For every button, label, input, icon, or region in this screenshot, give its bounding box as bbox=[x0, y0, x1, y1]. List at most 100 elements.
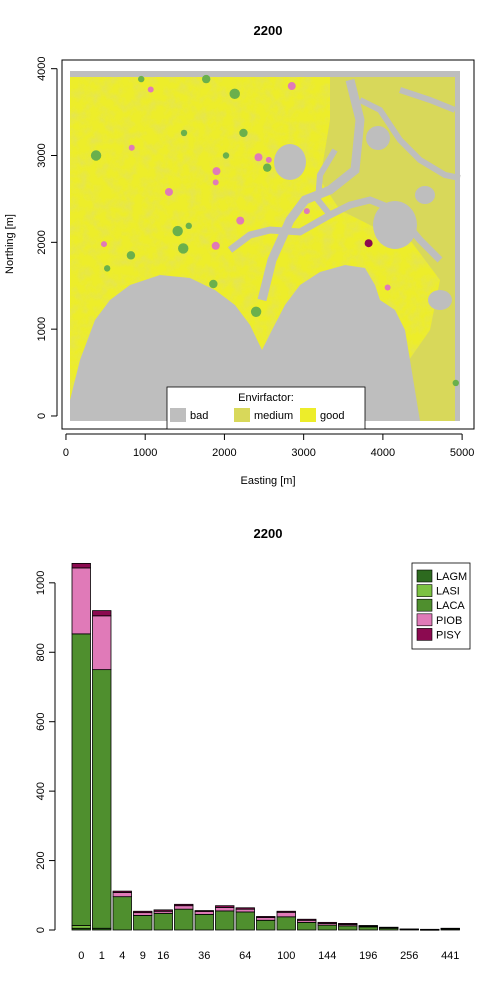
map-cluster-larix bbox=[250, 306, 262, 317]
map-legend: Envirfactor: bad medium good bbox=[166, 386, 366, 430]
map-bad-blob-5 bbox=[428, 290, 452, 310]
bar-segment-pisy bbox=[174, 903, 194, 907]
bar-legend-label: PIOB bbox=[436, 615, 462, 627]
bar-x-tick-label: 16 bbox=[157, 950, 169, 962]
map-cluster-larix bbox=[222, 152, 230, 159]
bar-legend-swatch bbox=[416, 598, 433, 612]
map-area bbox=[70, 71, 461, 421]
map-cluster-larix bbox=[209, 279, 218, 289]
map-x-axis: 0 1000 2000 3000 4000 5000 bbox=[63, 433, 474, 459]
map-cluster-piob bbox=[265, 156, 272, 163]
bar-y-tick-label: 0 bbox=[35, 927, 47, 933]
map-legend-swatch bbox=[300, 408, 316, 422]
bar-segment-piob bbox=[194, 911, 214, 915]
map-legend-swatch bbox=[170, 408, 186, 422]
bar-x-tick-label: 100 bbox=[277, 950, 295, 962]
bar-segment-laca bbox=[194, 913, 214, 931]
bar-x-tick-label: 1 bbox=[99, 950, 105, 962]
map-panel: 2200 bbox=[4, 23, 475, 487]
bar-segment-pisy bbox=[153, 909, 173, 912]
bar-x-tick-label: 441 bbox=[441, 950, 459, 962]
bar-segment-piob bbox=[276, 911, 296, 918]
bar-segment-laca bbox=[358, 926, 378, 931]
bar-segment-laca bbox=[112, 896, 132, 931]
map-legend-label: good bbox=[320, 410, 344, 422]
map-cluster-larix bbox=[90, 150, 102, 161]
map-y-axis: 0 1000 2000 3000 4000 bbox=[36, 56, 58, 419]
map-cluster-piob bbox=[287, 82, 296, 91]
map-x-tick-label: 3000 bbox=[291, 447, 315, 459]
map-title: 2200 bbox=[254, 23, 283, 38]
bar-segment-piob bbox=[133, 912, 153, 916]
bar-segment-pisy bbox=[276, 910, 296, 913]
bar-segment-laca bbox=[71, 633, 91, 926]
map-bad-channel-5 bbox=[399, 87, 457, 113]
map-y-tick-label: 1000 bbox=[36, 317, 48, 341]
bar-x-axis: 0 1 4 9 16 36 64 100 144 196 256 441 bbox=[78, 950, 459, 962]
bar-segment-pisy bbox=[317, 921, 337, 924]
map-cluster-larix bbox=[103, 265, 111, 272]
bar-y-axis: 0 200 400 600 800 1000 bbox=[35, 571, 56, 933]
map-cluster-larix bbox=[138, 75, 145, 83]
bar-segment-piob bbox=[215, 907, 235, 912]
bar-legend-label: PISY bbox=[436, 629, 462, 641]
map-y-tick-label: 4000 bbox=[36, 56, 48, 80]
bar-legend-swatch bbox=[416, 613, 433, 627]
bar-y-tick-label: 800 bbox=[35, 643, 47, 661]
map-legend-label: medium bbox=[254, 410, 293, 422]
map-clusters bbox=[90, 74, 459, 387]
bar-segment-pisy bbox=[71, 562, 91, 569]
bar-segment-pisy bbox=[256, 916, 276, 918]
map-cluster-piob bbox=[100, 241, 107, 248]
bar-segment-pisy bbox=[338, 923, 358, 925]
map-cluster-larix bbox=[202, 74, 211, 84]
bar-y-tick-label: 600 bbox=[35, 713, 47, 731]
bar-legend: LAGM LASI LACA PIOB PISY bbox=[411, 562, 471, 650]
map-y-axis-label: Northing [m] bbox=[4, 214, 16, 274]
bar-segment-piob bbox=[92, 615, 112, 671]
map-x-tick-label: 1000 bbox=[133, 447, 157, 459]
map-cluster-larix bbox=[263, 163, 272, 172]
map-cluster-piob bbox=[128, 144, 135, 151]
bar-y-tick-label: 200 bbox=[35, 851, 47, 869]
bar-y-tick-label: 400 bbox=[35, 782, 47, 800]
bar-segment-pisy bbox=[92, 610, 112, 617]
bar-segment-pisy bbox=[194, 910, 214, 912]
bar-legend-swatch bbox=[416, 569, 433, 583]
map-cluster-piob bbox=[212, 167, 221, 176]
map-legend-label: bad bbox=[190, 410, 208, 422]
bar-segment-laca bbox=[174, 908, 194, 931]
bar-segment-laca bbox=[256, 919, 276, 931]
map-cluster-piob bbox=[303, 208, 310, 215]
bar-segment-laca bbox=[235, 911, 255, 931]
bar-panel: 2200 0 200 400 600 800 1000 0 1 4 9 16 36 64 100 144 1… bbox=[35, 526, 471, 962]
bar-y-tick-label: 1000 bbox=[35, 571, 47, 595]
map-bad-zone-main bbox=[70, 265, 420, 421]
map-legend-swatch bbox=[234, 408, 250, 422]
bar-legend-label: LAGM bbox=[436, 571, 467, 583]
bar-segment-laca bbox=[215, 910, 235, 931]
map-cluster-piob bbox=[147, 86, 154, 93]
bar-segment-pisy bbox=[235, 907, 255, 910]
bar-legend-label: LASI bbox=[436, 586, 460, 598]
bar-segment-pisy bbox=[440, 927, 460, 930]
map-bad-strip-top bbox=[70, 71, 460, 77]
bar-segment-pisy bbox=[112, 890, 132, 893]
bar-segment-laca bbox=[153, 912, 173, 931]
map-cluster-piob bbox=[211, 241, 220, 250]
bar-x-tick-label: 4 bbox=[119, 950, 125, 962]
map-cluster-pisy bbox=[364, 239, 373, 248]
bar-x-tick-label: 0 bbox=[78, 950, 84, 962]
bar-segment-laca bbox=[317, 924, 337, 931]
map-cluster-piob bbox=[164, 187, 173, 196]
map-bad-blob-3 bbox=[366, 126, 390, 150]
bar-segment-pisy bbox=[215, 905, 235, 908]
map-x-tick-label: 4000 bbox=[371, 447, 395, 459]
map-bad-channel-3 bbox=[358, 97, 461, 181]
map-cluster-larix bbox=[172, 225, 183, 237]
map-cluster-larix bbox=[126, 251, 136, 260]
map-legend-title: Envirfactor: bbox=[238, 392, 294, 404]
bar-segment-pisy bbox=[297, 918, 317, 921]
map-cluster-larix bbox=[185, 222, 192, 230]
